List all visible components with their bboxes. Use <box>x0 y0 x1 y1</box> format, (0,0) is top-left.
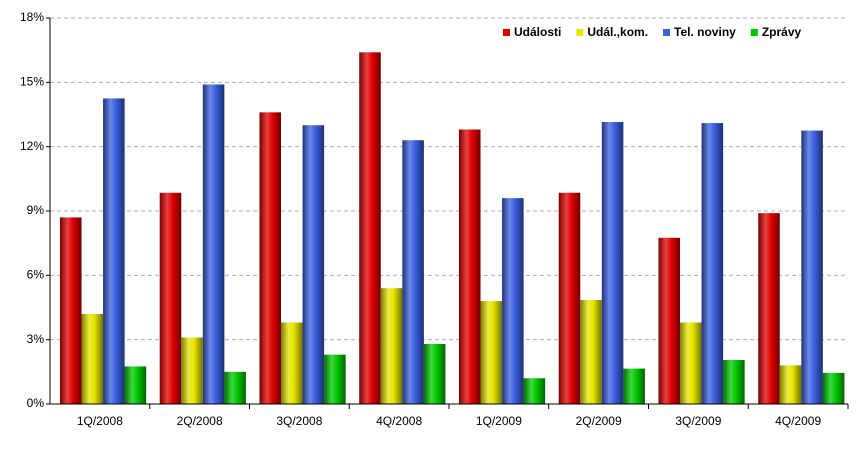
x-tick-label: 3Q/2008 <box>276 414 322 428</box>
bar <box>81 313 104 404</box>
bar <box>723 360 745 404</box>
y-tick-label: 18% <box>20 10 44 24</box>
y-tick-label: 15% <box>20 75 44 89</box>
bar <box>680 322 702 404</box>
bar <box>502 198 524 404</box>
y-tick-label: 6% <box>27 268 45 282</box>
bar <box>302 125 325 404</box>
legend-swatch <box>576 29 584 36</box>
y-tick-label: 9% <box>27 203 45 217</box>
bar <box>458 129 481 404</box>
bar <box>779 365 802 404</box>
y-tick-label: 0% <box>27 396 45 410</box>
bar <box>701 123 724 405</box>
bar <box>402 140 424 404</box>
bar <box>324 354 346 404</box>
bar <box>359 52 381 405</box>
bar <box>202 84 225 404</box>
legend-swatch <box>663 29 671 36</box>
bar <box>623 368 645 404</box>
bar <box>480 301 503 404</box>
bar <box>181 337 203 404</box>
x-tick-label: 1Q/2009 <box>476 414 522 428</box>
bar <box>259 112 282 404</box>
legend-label: Zprávy <box>762 25 802 39</box>
x-tick-label: 1Q/2008 <box>77 414 123 428</box>
bar <box>822 372 845 404</box>
bar <box>523 378 546 404</box>
legend-label: Události <box>514 25 561 39</box>
legend-label: Udál.,kom. <box>587 25 648 39</box>
legend-label: Tel. noviny <box>674 25 736 39</box>
legend: Události Udál.,kom. Tel. noviny Zprávy <box>503 25 802 39</box>
bar <box>103 98 125 405</box>
bar <box>59 217 82 404</box>
bar <box>601 122 624 404</box>
bar <box>224 371 246 404</box>
bar <box>658 237 681 404</box>
bar <box>124 366 147 404</box>
bar <box>558 192 581 404</box>
x-tick-label: 4Q/2009 <box>775 414 821 428</box>
bar <box>423 343 446 404</box>
legend-swatch <box>503 29 510 36</box>
bar <box>380 288 403 404</box>
bar <box>801 130 823 405</box>
bar <box>580 299 602 404</box>
x-tick-label: 2Q/2008 <box>177 414 223 428</box>
bar <box>758 213 780 404</box>
x-tick-label: 3Q/2009 <box>675 414 721 428</box>
y-tick-label: 3% <box>27 332 45 346</box>
legend-swatch <box>750 29 758 36</box>
y-tick-label: 12% <box>20 139 44 153</box>
bar <box>281 322 303 404</box>
x-tick-label: 4Q/2008 <box>376 414 422 428</box>
bar <box>159 192 182 404</box>
x-tick-label: 2Q/2009 <box>576 414 622 428</box>
